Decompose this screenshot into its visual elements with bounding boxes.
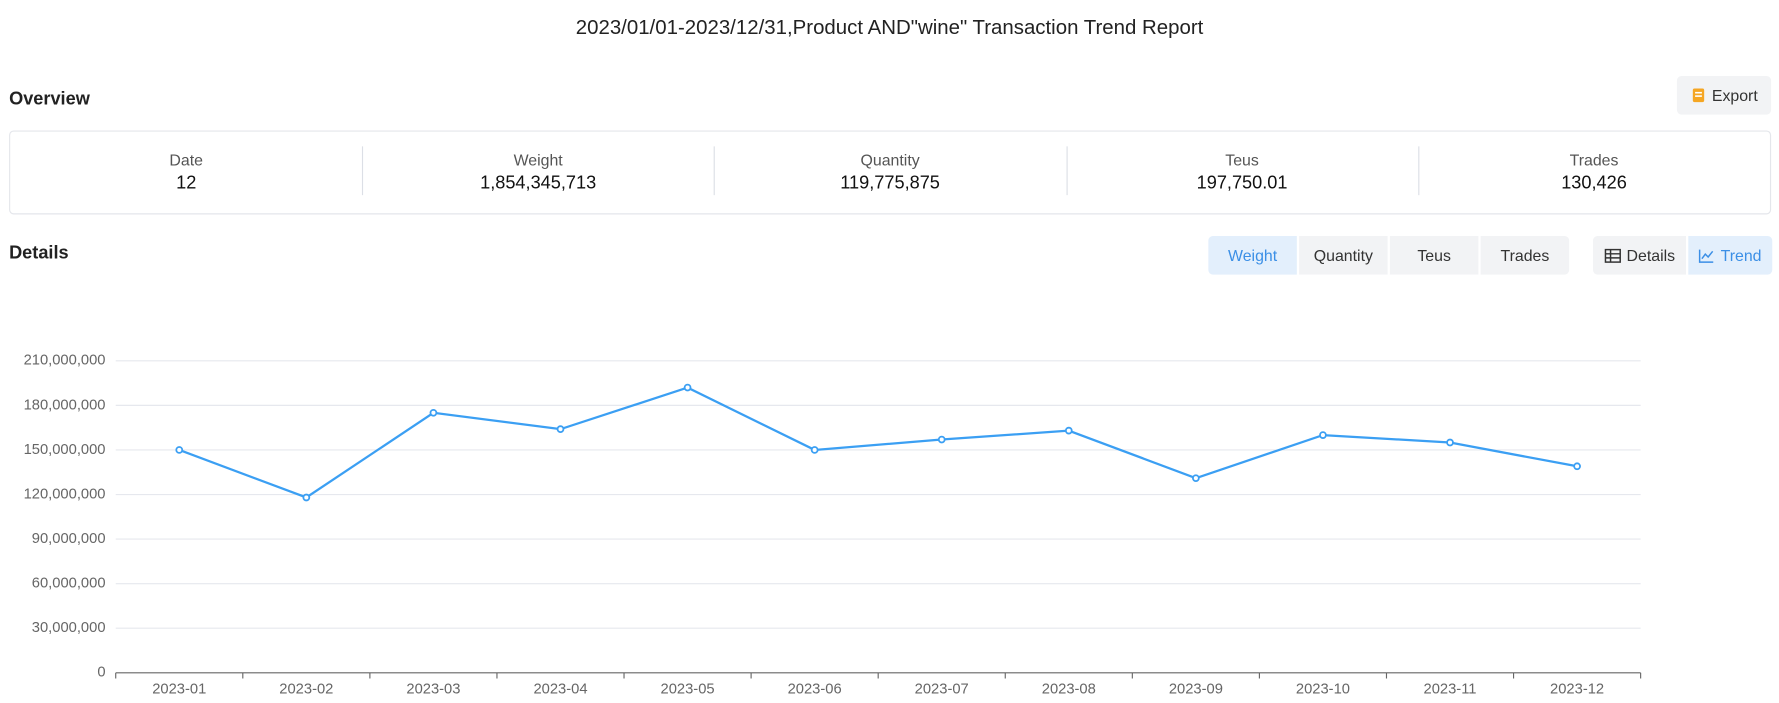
x-tick-label: 2023-05 xyxy=(661,682,715,698)
export-label: Export xyxy=(1711,86,1758,105)
data-point xyxy=(810,446,819,454)
data-point xyxy=(937,435,946,444)
export-icon xyxy=(1692,88,1704,103)
x-tick-label: 2023-12 xyxy=(1550,682,1604,698)
stat-label: Date xyxy=(169,150,203,170)
x-tick-label: 2023-02 xyxy=(279,682,333,698)
overview-heading: Overview xyxy=(9,89,90,109)
data-point xyxy=(683,383,692,392)
data-point xyxy=(175,446,184,454)
overview-box: Date 12 Weight 1,854,345,713 Quantity 119,775… xyxy=(9,130,1772,215)
data-point xyxy=(1319,431,1327,439)
x-tick-label: 2023-10 xyxy=(1296,682,1350,698)
data-point xyxy=(302,493,311,502)
stat-value: 119,775,875 xyxy=(840,173,940,193)
x-tick-label: 2023-04 xyxy=(533,682,587,698)
view-tab-label: Trend xyxy=(1720,246,1762,265)
view-tab[interactable]: Details xyxy=(1592,235,1687,275)
report-title: 2023/01/01-2023/12/31,Product AND"wine" … xyxy=(575,15,1204,39)
x-tick-label: 2023-07 xyxy=(915,682,969,698)
y-tick-label: 30,000,000 xyxy=(32,620,106,636)
x-tick-label: 2023-11 xyxy=(1424,682,1477,698)
y-tick-label: 180,000,000 xyxy=(24,397,106,413)
stat-cell: Trades 130,426 xyxy=(1418,132,1770,214)
x-tick-label: 2023-06 xyxy=(788,682,842,698)
stat-label: Quantity xyxy=(860,150,920,170)
data-point xyxy=(429,408,438,417)
metric-tab[interactable]: Weight xyxy=(1208,235,1297,275)
stat-label: Weight xyxy=(513,150,563,170)
data-point xyxy=(1064,426,1073,435)
stat-value: 12 xyxy=(176,173,197,193)
metric-tab[interactable]: Teus xyxy=(1389,235,1479,275)
x-tick-label: 2023-01 xyxy=(152,682,206,698)
table-icon xyxy=(1604,248,1621,263)
y-tick-label: 0 xyxy=(97,665,105,681)
stat-label: Teus xyxy=(1225,150,1259,170)
stat-cell: Quantity 119,775,875 xyxy=(714,132,1066,214)
data-point xyxy=(1192,474,1200,483)
data-point xyxy=(556,425,565,434)
details-heading: Details xyxy=(9,243,69,264)
data-point xyxy=(1446,438,1454,447)
view-tab[interactable]: Trend xyxy=(1688,235,1773,275)
stat-cell: Teus 197,750.01 xyxy=(1066,132,1418,214)
y-tick-label: 60,000,000 xyxy=(32,576,106,592)
stat-cell: Date 12 xyxy=(10,132,362,214)
trend-icon xyxy=(1699,249,1714,263)
y-tick-label: 90,000,000 xyxy=(32,531,106,547)
data-point xyxy=(1573,462,1581,471)
metric-tab[interactable]: Quantity xyxy=(1299,235,1388,275)
metric-tabs: Weight Quantity Teus Trades xyxy=(1208,235,1570,275)
view-tab-label: Details xyxy=(1626,246,1676,265)
x-tick-label: 2023-08 xyxy=(1042,682,1096,698)
stat-cell: Weight 1,854,345,713 xyxy=(362,132,714,214)
metric-tab[interactable]: Trades xyxy=(1480,235,1570,275)
stat-value: 197,750.01 xyxy=(1196,173,1288,193)
view-tabs: Details Trend xyxy=(1592,235,1773,275)
trend-line xyxy=(178,386,1578,499)
export-button[interactable]: Export xyxy=(1676,76,1772,115)
y-tick-label: 150,000,000 xyxy=(24,442,106,458)
x-tick-label: 2023-03 xyxy=(406,682,460,698)
stat-label: Trades xyxy=(1569,150,1619,170)
stat-value: 1,854,345,713 xyxy=(480,173,597,193)
y-tick-label: 210,000,000 xyxy=(24,353,106,369)
y-tick-label: 120,000,000 xyxy=(24,486,106,502)
x-tick-label: 2023-09 xyxy=(1169,682,1223,698)
stat-value: 130,426 xyxy=(1561,173,1627,193)
